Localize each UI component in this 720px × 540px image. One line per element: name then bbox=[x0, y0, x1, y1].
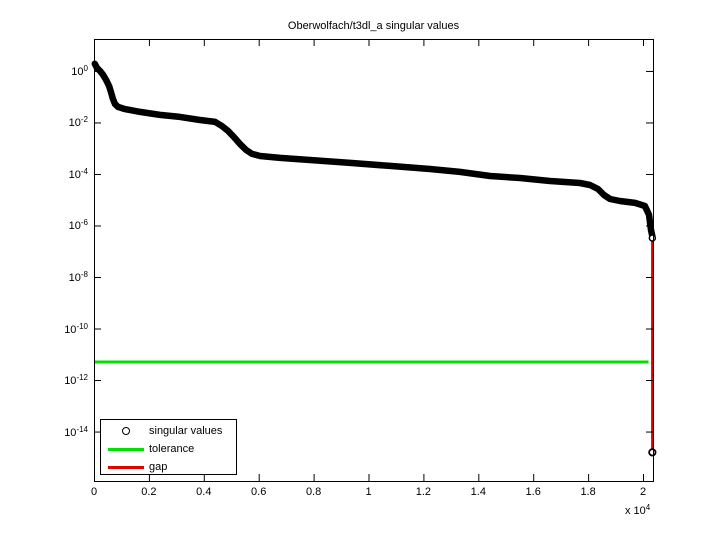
y-tick-base: 10 bbox=[68, 220, 81, 233]
legend-circle-marker-icon bbox=[101, 427, 145, 435]
x-tick-label: 0.6 bbox=[251, 486, 267, 498]
legend-line-swatch bbox=[101, 447, 145, 451]
legend-item-tolerance: tolerance bbox=[101, 440, 236, 458]
y-tick-exponent: -14 bbox=[76, 424, 88, 434]
legend-label: tolerance bbox=[149, 443, 195, 455]
x-tick-label: 2 bbox=[639, 486, 647, 498]
y-tick-label: 10-6 bbox=[48, 217, 88, 232]
x-tick-label: 0.4 bbox=[196, 486, 212, 498]
axes-background bbox=[94, 39, 653, 481]
y-tick-base: 10 bbox=[71, 65, 84, 78]
y-tick-exponent: -6 bbox=[80, 218, 88, 228]
y-tick-exponent: -8 bbox=[80, 270, 88, 279]
x-axis-multiplier-exponent: 4 bbox=[645, 503, 651, 512]
x-tick-label: 1.4 bbox=[470, 486, 486, 498]
open-circle-icon bbox=[122, 427, 130, 435]
y-tick-exponent: -12 bbox=[76, 373, 88, 383]
x-tick-label: 0.8 bbox=[305, 486, 322, 498]
singular-values-curve bbox=[91, 60, 656, 240]
last-cluster-marker bbox=[648, 234, 657, 242]
y-tick-exponent: 0 bbox=[83, 63, 88, 73]
y-tick-base: 10 bbox=[64, 323, 77, 336]
y-tick-label: 10-14 bbox=[48, 424, 88, 439]
x-tick-label: 1.6 bbox=[525, 486, 541, 498]
legend-item-gap: gap bbox=[101, 458, 236, 476]
y-tick-exponent: -4 bbox=[80, 166, 88, 176]
x-tick-label: 0 bbox=[90, 486, 98, 498]
y-tick-base: 10 bbox=[64, 375, 77, 388]
chart-title: Oberwolfach/t3dl_a singular values bbox=[287, 20, 460, 32]
line-swatch-icon bbox=[108, 465, 144, 469]
y-tick-base: 10 bbox=[68, 272, 81, 284]
x-tick-label: 1.2 bbox=[415, 486, 432, 498]
y-tick-exponent: -10 bbox=[76, 321, 88, 331]
y-tick-base: 10 bbox=[64, 426, 77, 439]
y-tick-label: 100 bbox=[48, 63, 88, 78]
x-axis-multiplier-mantissa: x 10 bbox=[625, 505, 646, 517]
y-tick-base: 10 bbox=[68, 117, 81, 130]
y-tick-label: 10-12 bbox=[48, 372, 88, 387]
x-tick-label: 0.2 bbox=[141, 486, 157, 498]
legend-label: singular values bbox=[149, 425, 223, 437]
y-tick-label: 10-8 bbox=[48, 269, 88, 284]
axes-box bbox=[94, 39, 654, 482]
legend-box: singular values tolerance gap bbox=[100, 419, 237, 475]
y-tick-exponent: -2 bbox=[80, 115, 88, 125]
legend-item-singular-values: singular values bbox=[101, 422, 236, 440]
y-tick-label: 10-10 bbox=[48, 321, 88, 336]
smallest-singular-value-marker bbox=[648, 448, 657, 457]
y-tick-label: 10-4 bbox=[48, 166, 88, 181]
line-swatch-icon bbox=[108, 447, 144, 451]
legend-label: gap bbox=[149, 461, 168, 473]
x-tick-label: 1 bbox=[365, 486, 372, 498]
x-axis-multiplier: x 104 bbox=[625, 503, 650, 517]
y-tick-base: 10 bbox=[68, 168, 81, 181]
y-tick-label: 10-2 bbox=[48, 114, 88, 129]
x-tick-label: 1.8 bbox=[580, 486, 596, 498]
legend-line-swatch bbox=[101, 465, 145, 469]
